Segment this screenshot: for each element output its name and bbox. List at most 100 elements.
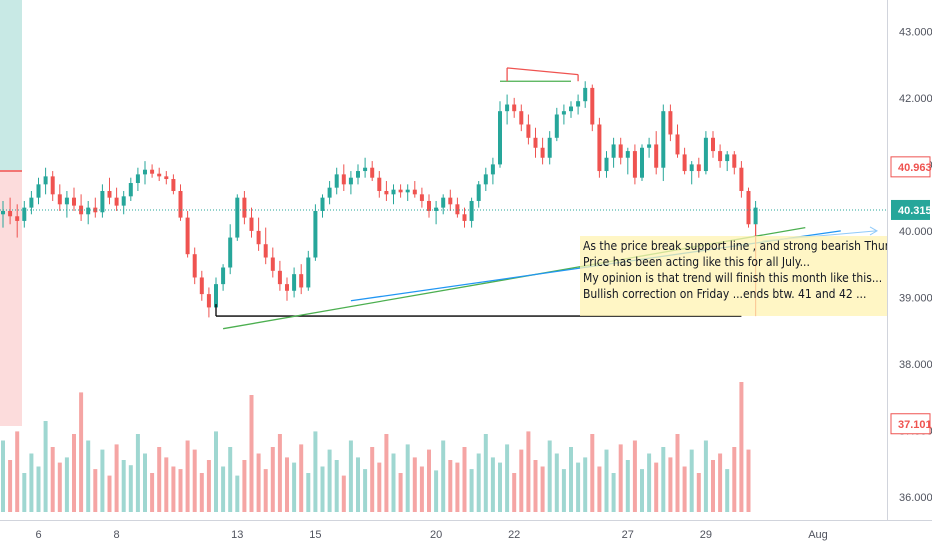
candle[interactable] (206, 294, 211, 308)
candle[interactable] (618, 144, 623, 158)
candle[interactable] (689, 164, 694, 172)
candle[interactable] (391, 189, 396, 195)
candle[interactable] (412, 189, 417, 195)
candle[interactable] (732, 154, 737, 168)
candle[interactable] (164, 176, 169, 180)
candle[interactable] (64, 197, 69, 205)
candle[interactable] (57, 194, 62, 205)
candle[interactable] (341, 174, 346, 185)
candle[interactable] (214, 284, 218, 308)
candle[interactable] (348, 177, 353, 185)
candle[interactable] (313, 210, 318, 258)
candle[interactable] (356, 171, 360, 178)
candle[interactable] (249, 217, 254, 231)
candle[interactable] (50, 176, 55, 195)
candle[interactable] (292, 274, 297, 291)
candle[interactable] (192, 254, 197, 278)
candle[interactable] (363, 167, 368, 172)
candle[interactable] (647, 144, 652, 148)
candle[interactable] (476, 184, 481, 201)
candle[interactable] (434, 207, 439, 211)
candle[interactable] (739, 167, 744, 191)
candle[interactable] (157, 173, 162, 177)
candle[interactable] (455, 204, 460, 215)
candle[interactable] (583, 87, 588, 102)
candle[interactable] (668, 111, 673, 135)
candle[interactable] (405, 189, 410, 193)
candle[interactable] (718, 151, 723, 162)
candle[interactable] (632, 151, 637, 178)
candle[interactable] (228, 237, 233, 268)
candle[interactable] (370, 167, 375, 178)
candle[interactable] (270, 257, 275, 271)
candle[interactable] (533, 137, 538, 148)
candle[interactable] (185, 217, 190, 255)
candle[interactable] (448, 197, 453, 205)
candle[interactable] (299, 274, 304, 288)
candle[interactable] (512, 104, 517, 112)
candle[interactable] (29, 197, 34, 208)
candle[interactable] (540, 147, 545, 158)
candle[interactable] (93, 207, 98, 213)
candle[interactable] (519, 111, 524, 125)
candle[interactable] (1, 210, 5, 215)
candle[interactable] (320, 197, 325, 211)
candle[interactable] (469, 200, 474, 221)
candle[interactable] (43, 176, 48, 185)
candle[interactable] (256, 230, 261, 245)
candle[interactable] (696, 164, 701, 172)
candle[interactable] (526, 124, 531, 138)
candle[interactable] (554, 114, 559, 138)
text-note[interactable]: As the price break support line , and st… (580, 236, 887, 316)
candle[interactable] (15, 216, 20, 221)
candle[interactable] (625, 151, 630, 158)
candle[interactable] (753, 207, 758, 225)
candle[interactable] (235, 197, 240, 238)
candle[interactable] (498, 111, 502, 165)
candle[interactable] (398, 189, 403, 193)
candle[interactable] (327, 187, 332, 198)
candle[interactable] (611, 144, 616, 158)
candle[interactable] (86, 207, 91, 215)
candle[interactable] (72, 197, 76, 206)
candle[interactable] (640, 147, 644, 178)
candle[interactable] (121, 196, 126, 206)
candle[interactable] (143, 169, 147, 175)
candle[interactable] (306, 257, 311, 288)
candle[interactable] (334, 174, 339, 188)
candle[interactable] (135, 174, 140, 184)
candle[interactable] (597, 124, 602, 172)
candle[interactable] (711, 137, 715, 152)
candle[interactable] (285, 284, 289, 291)
candle[interactable] (561, 111, 566, 115)
candle[interactable] (654, 144, 659, 168)
candle[interactable] (277, 270, 282, 285)
candle[interactable] (661, 111, 666, 168)
candle[interactable] (725, 154, 730, 162)
candle[interactable] (547, 137, 552, 158)
candle[interactable] (746, 191, 751, 225)
candle[interactable] (36, 184, 41, 198)
candle[interactable] (441, 197, 446, 208)
candle[interactable] (505, 104, 510, 112)
candle[interactable] (114, 197, 119, 206)
candle[interactable] (604, 157, 609, 172)
candle[interactable] (107, 191, 112, 198)
candle[interactable] (22, 207, 27, 221)
candle[interactable] (100, 191, 105, 213)
candle[interactable] (703, 137, 708, 172)
candle[interactable] (377, 177, 382, 191)
candle[interactable] (150, 169, 155, 174)
candle[interactable] (427, 200, 431, 211)
candle[interactable] (462, 214, 467, 221)
candle[interactable] (263, 244, 268, 258)
candle[interactable] (128, 183, 133, 197)
candle[interactable] (576, 101, 581, 107)
candle[interactable] (490, 164, 495, 175)
candle[interactable] (221, 267, 226, 285)
candle[interactable] (483, 174, 488, 185)
candle[interactable] (590, 87, 595, 125)
candle[interactable] (8, 210, 13, 217)
